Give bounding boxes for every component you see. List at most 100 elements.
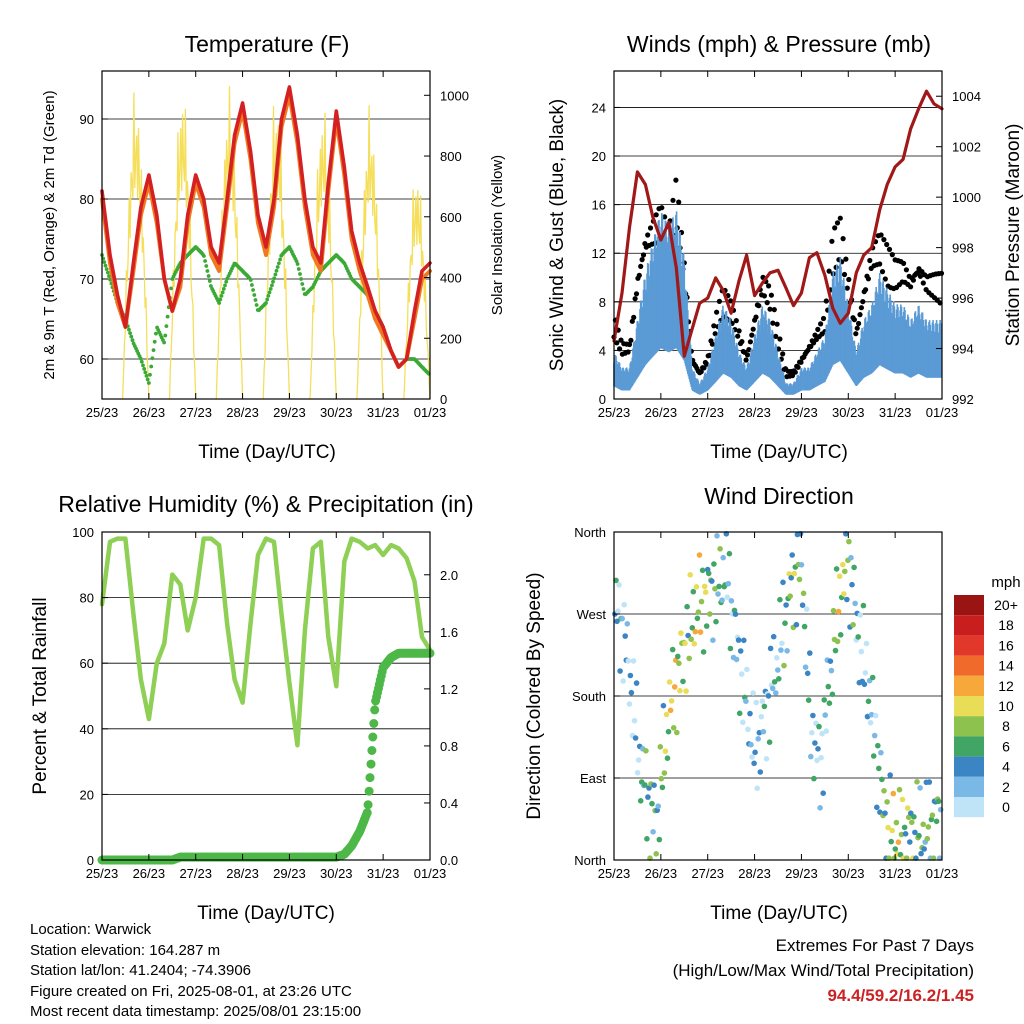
dewpoint-point bbox=[299, 277, 303, 281]
station-info: Location: Warwick Station elevation: 164… bbox=[30, 920, 361, 1023]
dewpoint-point bbox=[103, 263, 108, 268]
winds-ylabel-right: Station Pressure (Maroon) bbox=[1003, 124, 1024, 347]
y-tick-label-right: 800 bbox=[440, 149, 462, 164]
dewpoint-point bbox=[141, 363, 145, 368]
direction-point bbox=[750, 690, 756, 696]
gust-point bbox=[808, 343, 814, 350]
dewpoint-point bbox=[217, 301, 222, 305]
direction-point bbox=[635, 757, 642, 763]
gust-point bbox=[750, 326, 756, 332]
direction-point bbox=[735, 637, 742, 643]
direction-point bbox=[851, 564, 857, 571]
x-tick-label: 25/23 bbox=[86, 405, 119, 420]
dewpoint-point bbox=[278, 257, 282, 262]
direction-point bbox=[620, 678, 626, 684]
direction-point bbox=[755, 736, 761, 742]
dewpoint-point bbox=[254, 303, 259, 307]
dewpoint-point bbox=[251, 288, 256, 292]
x-tick-label: 29/23 bbox=[273, 866, 306, 881]
direction-point bbox=[738, 671, 745, 677]
direction-point bbox=[818, 754, 824, 761]
humidity-xlabel: Time (Day/UTC) bbox=[197, 903, 335, 924]
x-tick-label: 29/23 bbox=[273, 405, 306, 420]
x-tick-label: 26/23 bbox=[133, 866, 166, 881]
y-tick-label-left: South bbox=[572, 689, 606, 704]
direction-point bbox=[717, 546, 723, 552]
direction-point bbox=[885, 824, 891, 831]
gust-point bbox=[792, 369, 798, 375]
colorbar-label: 4 bbox=[1002, 759, 1010, 775]
y-tick-label-right: 200 bbox=[440, 331, 462, 346]
direction-point bbox=[703, 623, 710, 629]
solar-insolation-line bbox=[356, 105, 384, 400]
direction-point bbox=[702, 589, 709, 595]
gust-point bbox=[777, 336, 783, 342]
y-tick-label-left: 0 bbox=[599, 392, 606, 407]
direction-point bbox=[658, 775, 665, 782]
direction-point bbox=[715, 591, 721, 597]
direction-point bbox=[889, 827, 895, 834]
direction-point bbox=[846, 538, 852, 545]
x-tick-label: 01/23 bbox=[926, 866, 959, 881]
y-tick-label-left: North bbox=[574, 525, 606, 540]
colorbar-swatch bbox=[954, 797, 984, 818]
direction-point bbox=[888, 838, 894, 845]
dewpoint-point bbox=[295, 262, 300, 266]
direction-point bbox=[651, 782, 657, 788]
dewpoint-point bbox=[209, 284, 213, 288]
gust-point bbox=[843, 256, 849, 262]
gust-point bbox=[901, 260, 907, 266]
direction-point bbox=[865, 698, 872, 705]
dewpoint-point bbox=[220, 290, 225, 295]
gust-point bbox=[626, 341, 633, 348]
extremes-subtitle: (High/Low/Max Wind/Total Precipitation) bbox=[672, 961, 974, 980]
direction-point bbox=[698, 598, 705, 605]
gust-point bbox=[877, 261, 883, 267]
dewpoint-point bbox=[207, 279, 212, 283]
direction-point bbox=[893, 819, 900, 826]
direction-point bbox=[863, 640, 870, 647]
direction-point bbox=[627, 672, 634, 679]
y-tick-label-left: 80 bbox=[80, 591, 94, 606]
direction-point bbox=[875, 742, 881, 749]
direction-point bbox=[655, 803, 661, 809]
colorbar-label: 8 bbox=[1002, 718, 1010, 734]
gust-point bbox=[714, 309, 720, 315]
direction-point bbox=[802, 664, 809, 670]
direction-point bbox=[899, 796, 906, 803]
direction-point bbox=[724, 594, 731, 600]
direction-point bbox=[726, 550, 733, 557]
direction-point bbox=[765, 693, 772, 699]
direction-point bbox=[850, 622, 856, 628]
dewpoint-point bbox=[252, 293, 257, 297]
y-tick-label-left: 4 bbox=[599, 343, 606, 358]
direction-point bbox=[693, 584, 700, 590]
direction-point bbox=[687, 572, 693, 578]
direction-point bbox=[783, 602, 789, 608]
speed-colorbar: mph 20+ 18 16 14 12 10 8 6 4 2 0 bbox=[954, 574, 1021, 818]
gust-point bbox=[739, 339, 745, 345]
gust-point bbox=[886, 246, 893, 252]
direction-point bbox=[791, 570, 798, 577]
direction-point bbox=[937, 806, 944, 813]
dewpoint-point bbox=[162, 340, 167, 345]
dewpoint-point bbox=[301, 287, 306, 291]
dewpoint-point bbox=[202, 254, 206, 258]
direction-point bbox=[872, 712, 879, 719]
gust-point bbox=[798, 359, 804, 365]
gust-point bbox=[858, 305, 865, 311]
direction-point bbox=[711, 561, 717, 567]
y-tick-label-left: 90 bbox=[80, 112, 94, 127]
solar-insolation-line bbox=[262, 105, 291, 400]
direction-point bbox=[849, 581, 855, 588]
gust-point bbox=[857, 312, 863, 318]
extremes-title: Extremes For Past 7 Days bbox=[775, 936, 974, 955]
direction-point bbox=[689, 625, 696, 631]
temperature-ylabel-right: Solar Insolation (Yellow) bbox=[489, 155, 506, 315]
direction-point bbox=[837, 632, 844, 638]
direction-point bbox=[833, 566, 840, 572]
direction-point bbox=[911, 814, 917, 820]
gust-point bbox=[920, 280, 926, 286]
direction-point bbox=[798, 562, 805, 568]
dewpoint-point bbox=[248, 278, 253, 282]
